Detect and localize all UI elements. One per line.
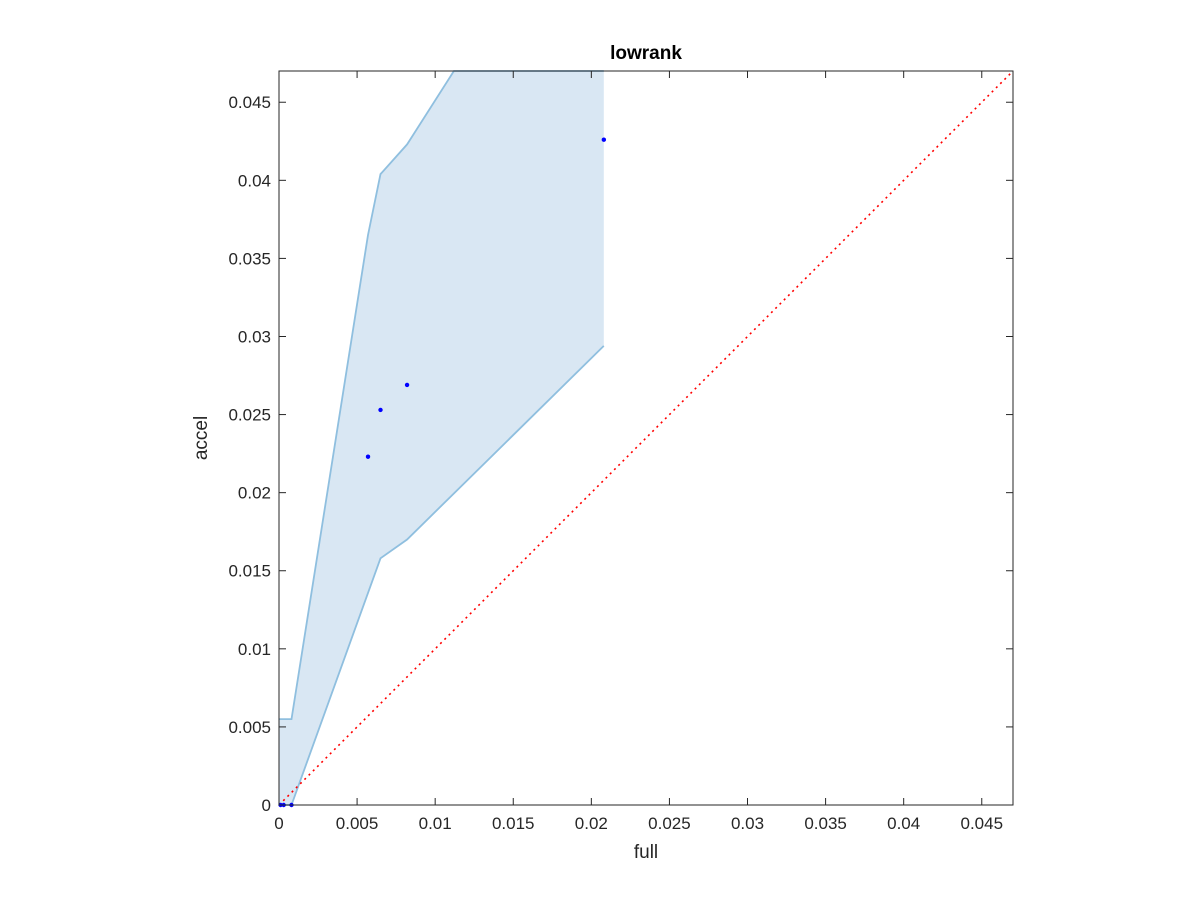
x-tick-label: 0.04 xyxy=(887,814,920,833)
data-point xyxy=(601,137,607,142)
x-tick-label: 0.03 xyxy=(731,814,764,833)
y-tick-label: 0.03 xyxy=(238,327,271,346)
x-tick-label: 0.01 xyxy=(419,814,452,833)
y-tick-label: 0.01 xyxy=(238,640,271,659)
reference-diagonal-line xyxy=(278,70,1014,806)
plot-frame xyxy=(278,70,1014,806)
chart-title: lowrank xyxy=(610,43,682,64)
x-tick-label: 0.02 xyxy=(575,814,608,833)
axis-ticks: 0 0.005 0.01 0.015 0.02 0.025 0.03 0.035 0.04 0.0… xyxy=(228,71,1013,833)
band-fill xyxy=(279,71,604,805)
x-tick-label: 0.045 xyxy=(960,814,1003,833)
x-tick-label: 0.015 xyxy=(492,814,535,833)
y-tick-label: 0.04 xyxy=(238,171,271,190)
y-tick-label: 0.035 xyxy=(228,249,271,268)
data-point xyxy=(365,454,371,459)
x-tick-label: 0.005 xyxy=(336,814,379,833)
x-axis-label: full xyxy=(634,842,658,863)
x-tick-label: 0 xyxy=(274,814,283,833)
x-tick-label: 0.035 xyxy=(804,814,847,833)
reference-line-group xyxy=(278,70,1014,806)
y-tick-label: 0.025 xyxy=(228,406,271,425)
y-tick-label: 0.02 xyxy=(238,484,271,503)
y-tick-label: 0.045 xyxy=(228,93,271,112)
data-point xyxy=(378,407,383,413)
y-tick-label: 0 xyxy=(262,796,271,815)
y-axis-label: accel xyxy=(191,416,212,460)
x-tick-label: 0.025 xyxy=(648,814,691,833)
data-point xyxy=(404,382,410,388)
y-tick-label: 0.015 xyxy=(228,562,271,581)
y-tick-label: 0.005 xyxy=(228,718,271,737)
